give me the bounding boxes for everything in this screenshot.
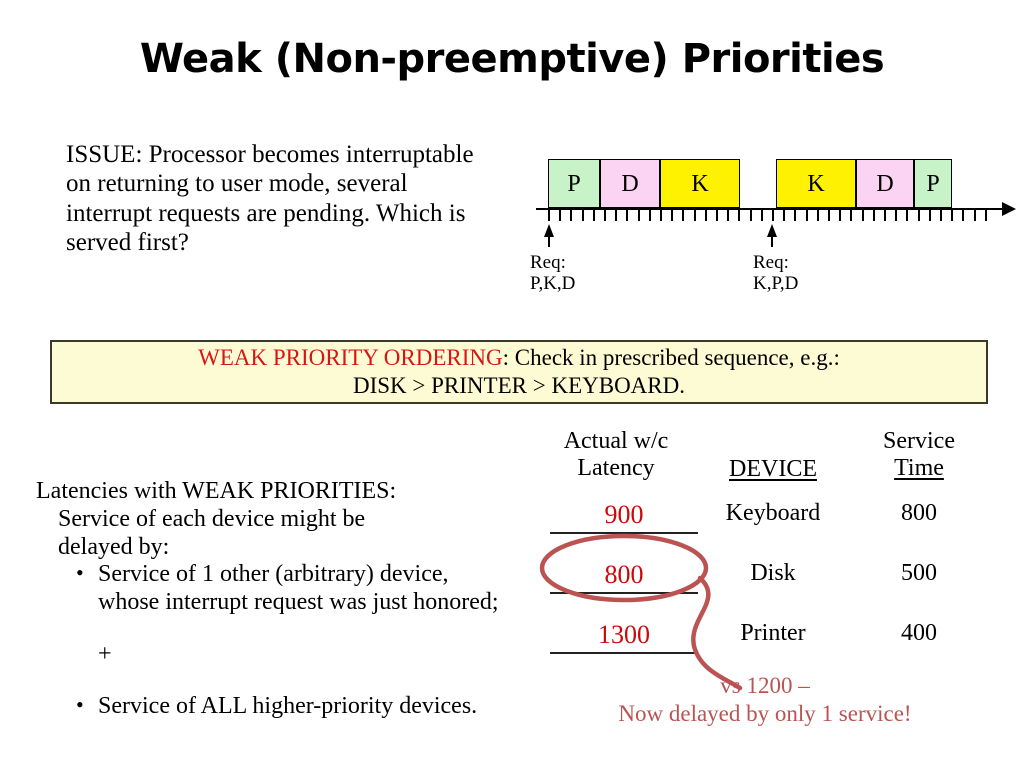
table-cell-latency: 1300 xyxy=(598,620,650,649)
table-header-service: Service Time xyxy=(840,428,998,482)
table-cell-latency: 900 xyxy=(604,500,644,529)
page-title: Weak (Non-preemptive) Priorities xyxy=(139,36,885,82)
timeline-tick xyxy=(962,208,965,221)
timeline-tick xyxy=(928,208,931,221)
timeline-tick xyxy=(548,208,550,221)
request-arrow-stem xyxy=(548,235,550,247)
body-lead: Latencies with WEAK PRIORITIES: xyxy=(36,478,397,504)
timeline-block-k: K xyxy=(660,159,740,208)
timeline-tick xyxy=(615,208,618,221)
body-plus-sign: + xyxy=(98,641,112,668)
request-arrow-icon xyxy=(544,224,554,237)
timeline-tick xyxy=(828,208,830,221)
timeline-tick xyxy=(581,208,584,221)
table-cell-device: Keyboard xyxy=(725,500,821,526)
list-item: Service of 1 other (arbitrary) device, w… xyxy=(76,560,506,617)
timeline-tick xyxy=(570,208,573,221)
timeline-tick xyxy=(749,208,752,221)
table-header-service-line-1: Service xyxy=(883,428,955,454)
timeline-axis xyxy=(536,208,1004,210)
timeline-tick xyxy=(727,208,730,221)
table-cell-service-time: 800 xyxy=(901,500,937,526)
timeline-tick xyxy=(671,208,674,221)
timeline-tick xyxy=(839,208,842,221)
timeline-tick xyxy=(592,208,595,221)
table-header-latency: Actual w/c Latency xyxy=(528,428,704,482)
body-sub-2: delayed by: xyxy=(58,533,170,560)
table-cell-latency-underline xyxy=(550,652,698,654)
timeline-tick xyxy=(682,208,685,221)
timeline-tick xyxy=(559,208,562,221)
timeline-tick xyxy=(940,208,942,221)
table-cell-latency-underline xyxy=(550,592,698,594)
timeline-tick xyxy=(794,208,797,221)
timeline-tick xyxy=(906,208,909,221)
timeline-tick xyxy=(693,208,696,221)
timeline-tick xyxy=(716,208,718,221)
body-bullet-list: Service of 1 other (arbitrary) device, w… xyxy=(36,560,506,617)
request-label: Req: K,P,D xyxy=(753,252,799,294)
table-cell-device: Printer xyxy=(740,620,806,646)
timeline-tick xyxy=(917,208,920,221)
timeline-tick xyxy=(772,208,774,221)
table-header-latency-line-2: Latency xyxy=(577,454,655,481)
body-sub-1: Service of each device might be xyxy=(58,505,366,532)
banner-line-2: DISK > PRINTER > KEYBOARD. xyxy=(353,373,685,398)
timeline-tick xyxy=(884,208,886,221)
timeline-tick xyxy=(984,208,987,221)
timeline-block-d: D xyxy=(856,159,914,208)
timeline-block-d: D xyxy=(600,159,660,208)
timeline-tick xyxy=(760,208,763,221)
banner-line-1: WEAK PRIORITY ORDERING: Check in prescri… xyxy=(198,344,840,372)
table-cell-service-time: 500 xyxy=(901,560,937,586)
timeline-tick xyxy=(850,208,853,221)
table-header-latency-line-1: Actual w/c xyxy=(563,428,669,454)
table-header-device: DEVICE xyxy=(729,456,817,482)
table-cell-latency-underline xyxy=(550,532,698,534)
timeline-tick xyxy=(604,208,606,221)
table-header-service-line-2: Time xyxy=(894,454,944,481)
table-cell-service-time: 400 xyxy=(901,620,937,646)
timeline-tick xyxy=(648,208,651,221)
timeline-axis-arrow-icon xyxy=(1002,202,1016,216)
timeline-tick xyxy=(637,208,640,221)
timeline-block-p: P xyxy=(548,159,600,208)
timeline-tick xyxy=(626,208,629,221)
request-label: Req: P,K,D xyxy=(530,252,576,294)
timeline-tick xyxy=(816,208,819,221)
timeline-tick xyxy=(861,208,864,221)
latency-table: Actual w/c Latency DEVICE Service Time 9… xyxy=(528,428,998,658)
annotation-line-2: Now delayed by only 1 service! xyxy=(618,700,912,726)
timeline-tick xyxy=(895,208,898,221)
timeline-tick xyxy=(872,208,875,221)
banner-line-1-rest: : Check in prescribed sequence, e.g.: xyxy=(502,345,840,371)
annotation-line-1: vs 1200 – xyxy=(720,673,810,698)
table-cell-device: Disk xyxy=(750,560,796,586)
body-bullet-list-2: Service of ALL higher-priority devices. xyxy=(36,692,506,721)
timeline-block-p: P xyxy=(914,159,952,208)
weak-priority-ordering-banner: WEAK PRIORITY ORDERING: Check in prescri… xyxy=(50,340,988,404)
timeline-block-k: K xyxy=(776,159,856,208)
timeline-tick xyxy=(951,208,954,221)
timeline-tick xyxy=(704,208,707,221)
latencies-body-text: Latencies with WEAK PRIORITIES: Service … xyxy=(36,478,506,721)
request-arrow-stem xyxy=(771,235,773,247)
request-arrow-icon xyxy=(767,224,777,237)
table-cell-latency: 800 xyxy=(604,560,644,589)
timeline-tick xyxy=(783,208,786,221)
timeline-tick xyxy=(805,208,808,221)
timeline-tick xyxy=(660,208,662,221)
timeline-tick xyxy=(973,208,976,221)
banner-highlight: WEAK PRIORITY ORDERING xyxy=(198,345,503,371)
timeline-tick xyxy=(738,208,741,221)
issue-paragraph: ISSUE: Processor becomes interruptable o… xyxy=(66,141,474,256)
list-item: Service of ALL higher-priority devices. xyxy=(76,692,506,721)
annotation-text: vs 1200 – Now delayed by only 1 service! xyxy=(540,672,990,727)
